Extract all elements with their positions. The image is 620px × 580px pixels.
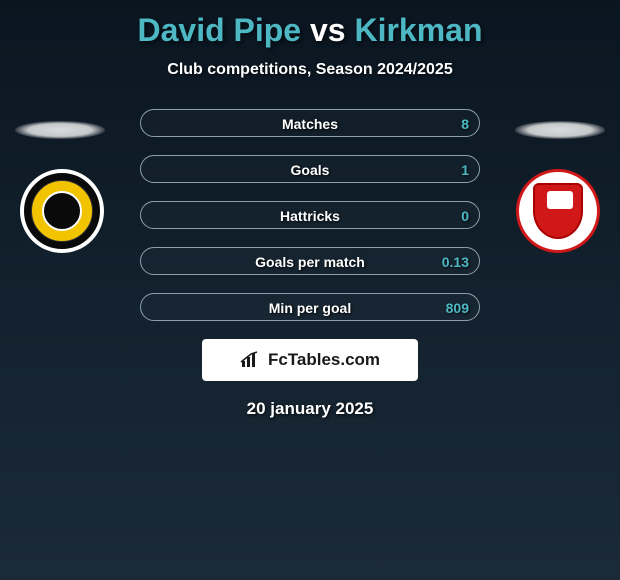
branding-text: FcTables.com	[268, 350, 380, 370]
content-area: Matches 8 Goals 1 Hattricks 0 Goals per …	[0, 109, 620, 419]
player2-name: Kirkman	[354, 12, 482, 48]
subtitle: Club competitions, Season 2024/2025	[0, 61, 620, 79]
stat-value-right: 8	[461, 110, 469, 137]
stat-row-hattricks: Hattricks 0	[140, 201, 480, 229]
stat-label: Goals per match	[141, 248, 479, 275]
stat-label: Goals	[141, 156, 479, 183]
player1-avatar-placeholder	[15, 121, 105, 139]
stat-row-matches: Matches 8	[140, 109, 480, 137]
comparison-title: David Pipe vs Kirkman	[0, 0, 620, 49]
player2-avatar-placeholder	[515, 121, 605, 139]
stat-value-right: 0	[461, 202, 469, 229]
vs-text: vs	[310, 12, 346, 48]
date-text: 20 january 2025	[0, 399, 620, 419]
stat-row-goals: Goals 1	[140, 155, 480, 183]
stat-value-right: 809	[446, 294, 469, 321]
branding-badge: FcTables.com	[202, 339, 418, 381]
stat-label: Hattricks	[141, 202, 479, 229]
stat-label: Min per goal	[141, 294, 479, 321]
bar-chart-icon	[240, 351, 262, 369]
player1-name: David Pipe	[137, 12, 301, 48]
stat-value-right: 0.13	[442, 248, 469, 275]
stat-value-right: 1	[461, 156, 469, 183]
stats-bars: Matches 8 Goals 1 Hattricks 0 Goals per …	[140, 109, 480, 321]
stat-row-goals-per-match: Goals per match 0.13	[140, 247, 480, 275]
stat-row-min-per-goal: Min per goal 809	[140, 293, 480, 321]
player2-club-crest	[516, 169, 600, 253]
stat-label: Matches	[141, 110, 479, 137]
player1-club-crest	[20, 169, 104, 253]
